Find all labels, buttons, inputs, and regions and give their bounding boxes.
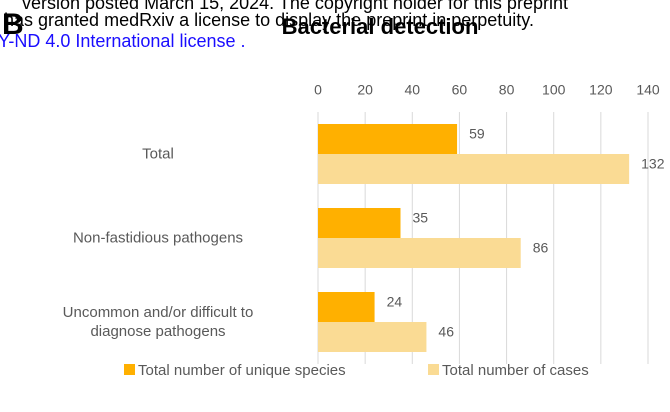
legend-label: Total number of cases bbox=[442, 362, 589, 379]
x-tick-label: 60 bbox=[452, 82, 468, 98]
data-label: 35 bbox=[413, 210, 429, 226]
bar bbox=[318, 124, 458, 154]
bar bbox=[318, 154, 630, 184]
data-label: 24 bbox=[387, 294, 403, 310]
x-tick-label: 80 bbox=[499, 82, 515, 98]
license-link: Y-ND 4.0 International license . bbox=[0, 31, 245, 51]
data-label: 46 bbox=[438, 324, 454, 340]
x-tick-label: 40 bbox=[404, 82, 420, 98]
x-tick-label: 20 bbox=[357, 82, 373, 98]
data-label: 86 bbox=[533, 240, 549, 256]
bar bbox=[318, 322, 427, 352]
legend-label: Total number of unique species bbox=[138, 362, 346, 379]
x-tick-label: 0 bbox=[314, 82, 322, 98]
data-label: 132 bbox=[641, 156, 665, 172]
bar bbox=[318, 238, 521, 268]
bar bbox=[318, 208, 401, 238]
watermark-line: version posted March 15, 2024. The copyr… bbox=[22, 0, 568, 13]
x-tick-label: 120 bbox=[589, 82, 613, 98]
chart-title: Bacterial detection bbox=[282, 14, 479, 39]
x-tick-label: 140 bbox=[636, 82, 660, 98]
legend-swatch bbox=[428, 364, 439, 375]
y-tick-label: Uncommon and/or difficult to diagnose pa… bbox=[62, 304, 254, 340]
data-label: 59 bbox=[469, 126, 485, 142]
y-tick-label: Total bbox=[142, 145, 174, 163]
watermark-line: has granted medRxiv a license to display… bbox=[4, 10, 534, 30]
x-tick-label: 100 bbox=[542, 82, 566, 98]
y-tick-label: Non-fastidious pathogens bbox=[72, 229, 244, 247]
bar bbox=[318, 292, 375, 322]
panel-label: B bbox=[2, 8, 24, 41]
legend-swatch bbox=[124, 364, 135, 375]
